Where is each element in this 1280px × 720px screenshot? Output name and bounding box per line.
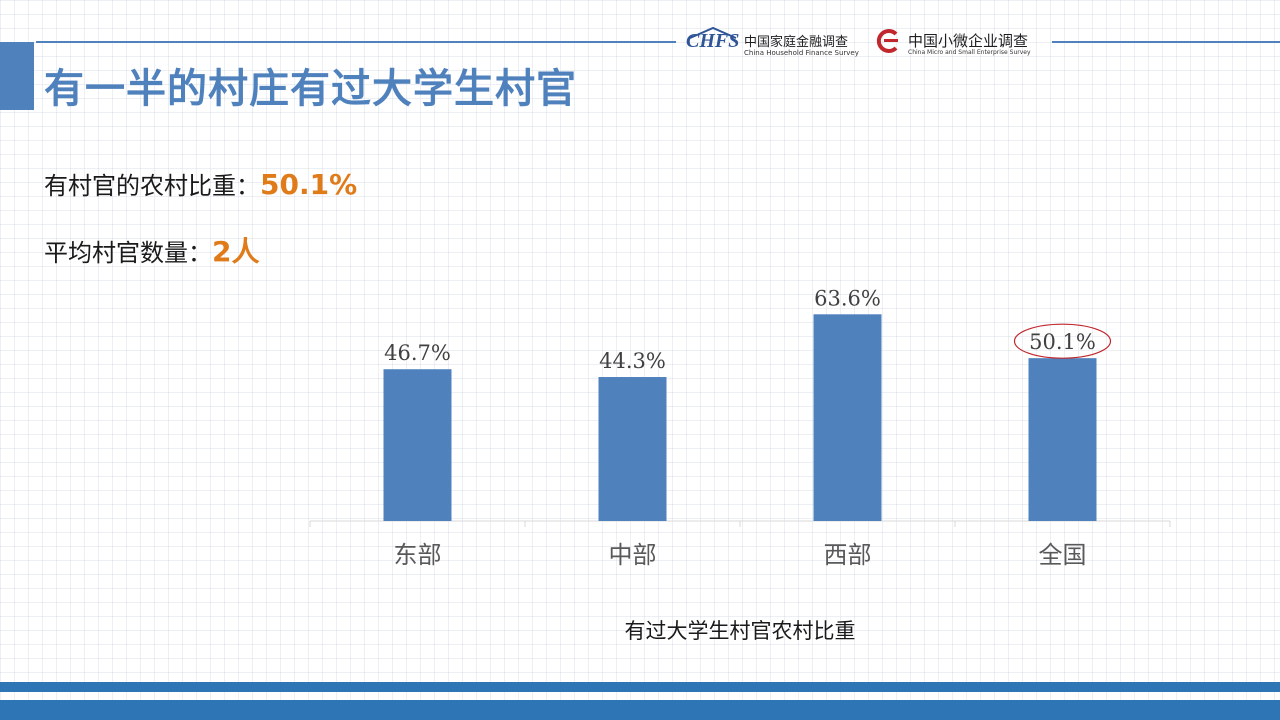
category-label: 西部 bbox=[824, 541, 872, 569]
cmes-emblem-icon bbox=[876, 29, 898, 53]
category-label: 东部 bbox=[394, 541, 442, 569]
bar-西部 bbox=[813, 314, 882, 521]
footer-stripe-bottom bbox=[0, 700, 1280, 720]
stat-village-official-share: 有村官的农村比重：50.1% bbox=[44, 166, 357, 201]
stat-label: 有村官的农村比重： bbox=[44, 172, 260, 200]
cmes-name-en: China Micro and Small Enterprise Survey bbox=[908, 49, 1031, 56]
data-label: 44.3% bbox=[599, 349, 666, 373]
header-rule-right bbox=[1052, 41, 1280, 43]
slide-title: 有一半的村庄有过大学生村官 bbox=[44, 66, 577, 112]
chfs-logo: CHFS 中国家庭金融调查 China Household Finance Su… bbox=[686, 24, 859, 60]
category-label: 中部 bbox=[609, 541, 657, 569]
highlight-circle bbox=[1013, 323, 1112, 359]
house-roof-icon bbox=[689, 26, 737, 39]
chfs-abbr: CHFS bbox=[686, 30, 740, 52]
data-label: 46.7% bbox=[384, 341, 451, 365]
cmes-logo: 中国小微企业调查 China Micro and Small Enterpris… bbox=[874, 24, 1050, 60]
bar-全国 bbox=[1028, 358, 1097, 521]
chfs-name-en: China Household Finance Survey bbox=[744, 49, 859, 57]
category-label: 全国 bbox=[1039, 541, 1087, 569]
stat-value: 50.1% bbox=[260, 168, 358, 201]
footer-stripe-top bbox=[0, 682, 1280, 692]
header-rule-left bbox=[36, 41, 676, 43]
stat-average-officials: 平均村官数量：2人 bbox=[44, 230, 259, 270]
stat-label: 平均村官数量： bbox=[44, 239, 212, 267]
stat-value: 2人 bbox=[212, 235, 260, 268]
chfs-name-cn: 中国家庭金融调查 bbox=[744, 35, 849, 50]
bar-中部 bbox=[598, 377, 667, 521]
title-accent-bar bbox=[0, 42, 34, 110]
data-label: 63.6% bbox=[814, 286, 881, 310]
bar-东部 bbox=[383, 369, 452, 521]
data-label: 50.1% bbox=[1029, 330, 1096, 354]
cmes-name-cn: 中国小微企业调查 bbox=[908, 32, 1029, 50]
x-axis-title: 有过大学生村官农村比重 bbox=[625, 619, 856, 643]
